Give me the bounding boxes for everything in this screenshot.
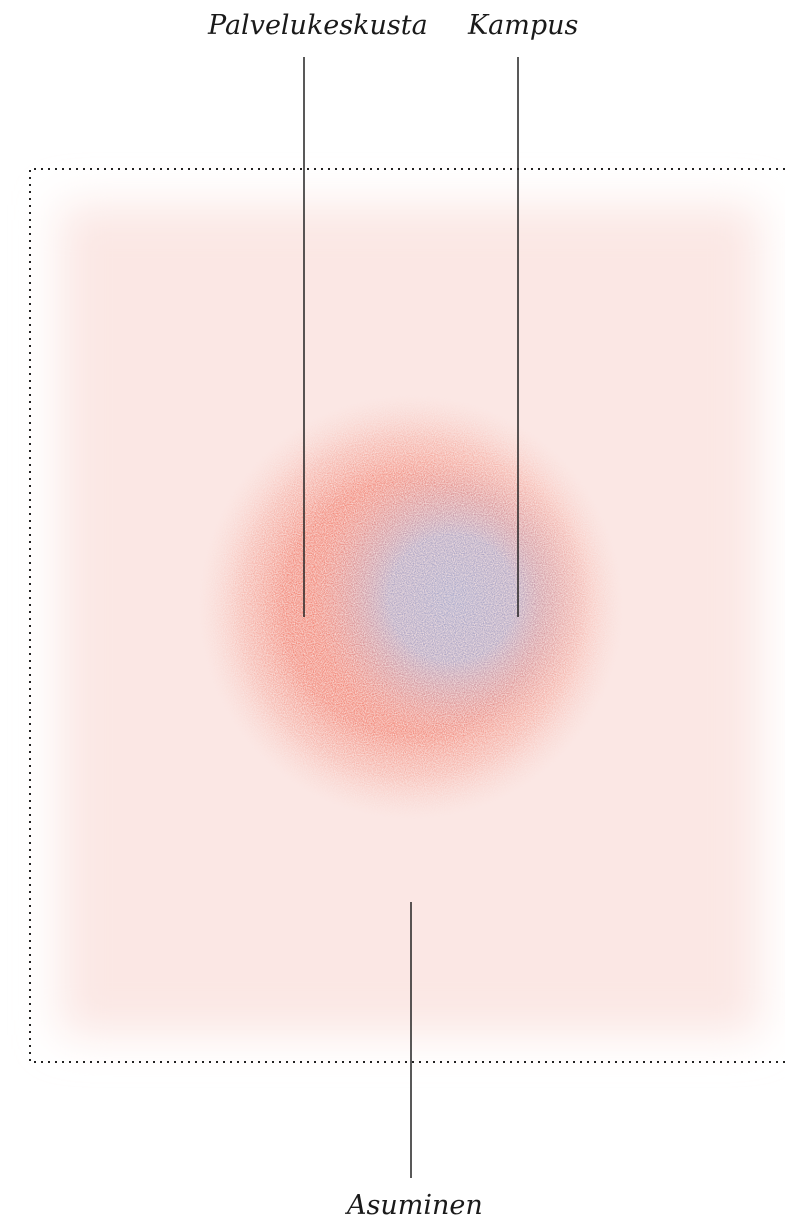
label-palvelukeskusta: Palvelukeskusta [208, 10, 428, 41]
core-circle [199, 395, 623, 819]
label-kampus: Kampus [468, 10, 579, 41]
label-asuminen: Asuminen [347, 1190, 483, 1221]
